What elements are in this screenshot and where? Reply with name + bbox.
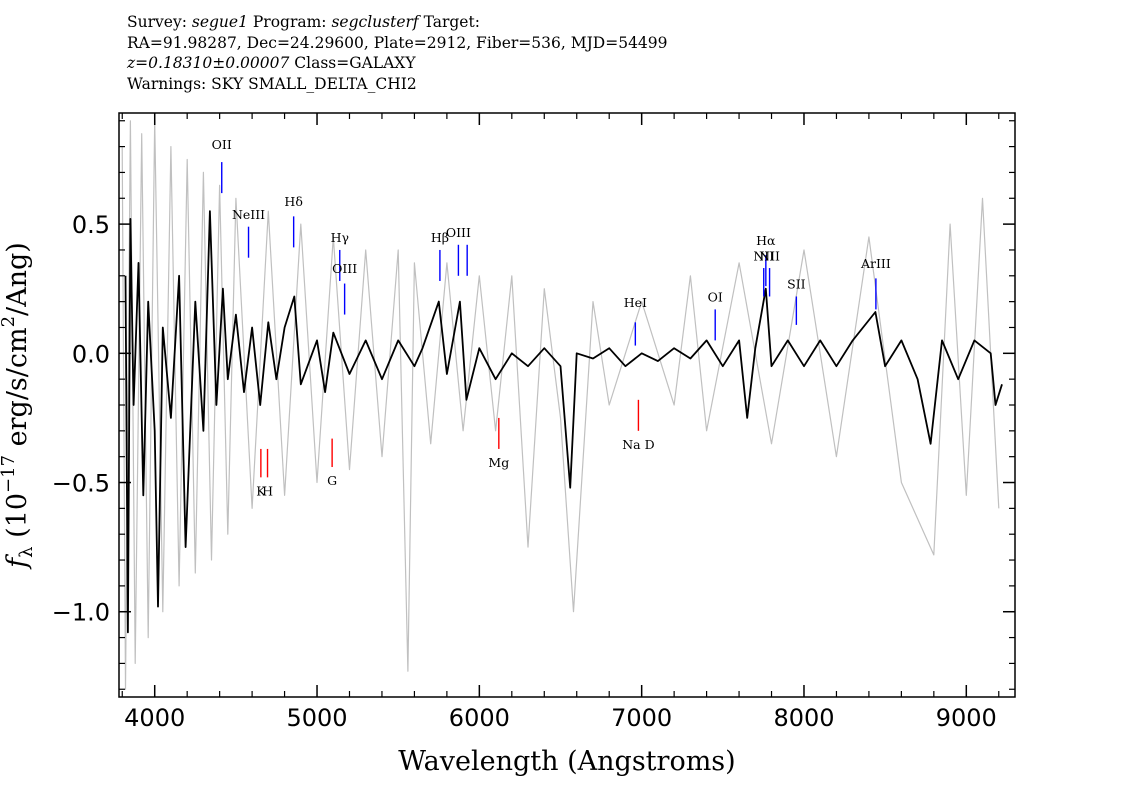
emission-line-label: NII (759, 248, 780, 263)
x-tick-label: 4000 (124, 704, 185, 732)
emission-line-label: NeIII (232, 207, 265, 222)
emission-line-label: NII (753, 248, 774, 263)
spectrum-header: Survey: segue1 Program: segclusterf Targ… (127, 12, 668, 94)
x-tick-label: 7000 (611, 704, 672, 732)
y-label-exp: −17 (0, 455, 19, 493)
emission-line-label: Hγ (331, 230, 349, 245)
y-tick-label: −0.5 (52, 470, 110, 498)
y-label-sub: λ (16, 546, 37, 557)
program-label: Program: (247, 13, 332, 31)
emission-line-label: OIII (332, 261, 357, 276)
axis-ticks: 4000 5000 6000 7000 8000 9000 0.5 0.0 −0.5 −1.0 (52, 113, 1015, 732)
emission-line-label: SII (787, 277, 806, 292)
plot-frame (118, 112, 1016, 698)
error-spectrum (121, 120, 1000, 690)
header-survey-line: Survey: segue1 Program: segclusterf Targ… (127, 12, 668, 33)
absorption-line-label: Na D (622, 437, 654, 452)
x-axis-label: Wavelength (Angstroms) (398, 746, 735, 777)
emission-line-label: OII (212, 137, 232, 152)
header-warnings-line: Warnings: SKY SMALL_DELTA_CHI2 (127, 74, 417, 93)
absorption-line-label: K (256, 483, 266, 498)
flux-series-line (124, 210, 1003, 634)
emission-line-label: ArIII (860, 256, 891, 271)
x-tick-label: 9000 (936, 704, 997, 732)
target-label: Target: (418, 13, 480, 31)
emission-line-label: Hδ (284, 194, 302, 209)
header-coords-line: RA=91.98287, Dec=24.29600, Plate=2912, F… (127, 33, 668, 52)
x-tick-label: 5000 (286, 704, 347, 732)
emission-line-label: HeI (624, 295, 647, 310)
y-label-units-exp: 2 (0, 316, 19, 327)
emission-line-label: Hα (756, 233, 776, 248)
absorption-line-label: G (327, 473, 337, 488)
header-redshift-line: z=0.18310±0.00007 Class=GALAXY (127, 53, 668, 74)
emission-line-label: Hβ (431, 230, 449, 245)
redshift-value: z=0.18310±0.00007 (127, 54, 290, 72)
x-tick-label: 8000 (773, 704, 834, 732)
y-tick-label: −1.0 (52, 599, 110, 627)
absorption-line-label: H (262, 483, 273, 498)
y-label-rest: (10 (2, 493, 33, 546)
error-series-line (121, 120, 1000, 690)
class-value: Class=GALAXY (289, 54, 416, 72)
y-label-units: erg/s/cm (2, 327, 33, 455)
emission-line-label: OI (708, 290, 723, 305)
survey-value: segue1 (191, 13, 248, 31)
flux-spectrum (124, 210, 1003, 634)
absorption-line-label: Mg (488, 455, 509, 470)
survey-label: Survey: (127, 13, 192, 31)
y-axis-label: fλ (10−17 erg/s/cm2/Ang) (0, 242, 37, 570)
y-label-tail: /Ang) (2, 242, 33, 316)
y-tick-label: 0.5 (72, 211, 110, 239)
program-value: segclusterf (331, 13, 419, 31)
y-tick-label: 0.0 (72, 340, 110, 368)
emission-line-label: OIII (446, 225, 471, 240)
y-label-f: f (2, 554, 33, 570)
x-tick-label: 6000 (449, 704, 510, 732)
